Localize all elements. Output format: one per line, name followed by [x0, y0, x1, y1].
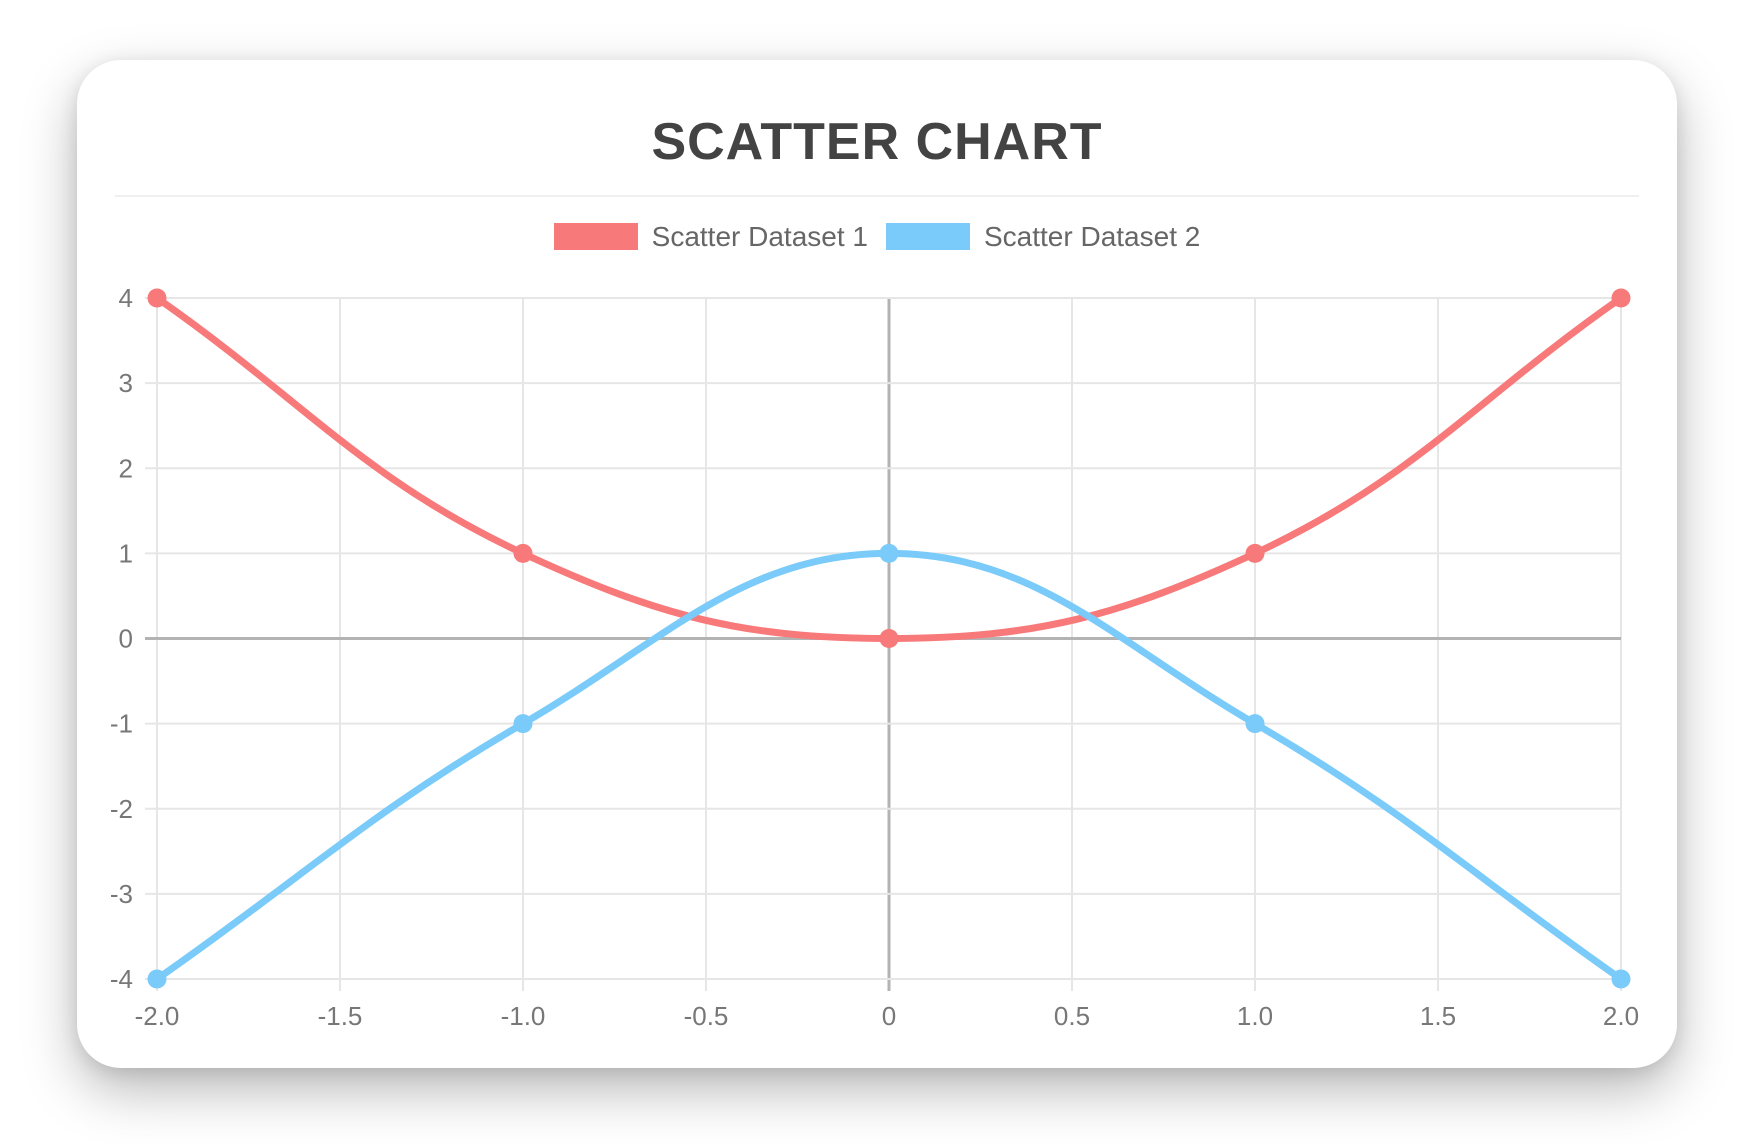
data-point-series-1[interactable]: [879, 629, 899, 648]
legend-item-dataset-2[interactable]: Scatter Dataset 2: [886, 221, 1201, 252]
data-point-series-1[interactable]: [513, 543, 533, 563]
y-axis-tick-label: -4: [110, 964, 133, 994]
chart-legend: Scatter Dataset 1 Scatter Dataset 2: [77, 221, 1677, 252]
legend-swatch-dataset-1: [553, 223, 638, 250]
data-point-series-1[interactable]: [147, 288, 167, 308]
data-point-series-2[interactable]: [1611, 969, 1631, 989]
chart-title: SCATTER CHART: [651, 113, 1103, 171]
x-axis-tick-label: -1.0: [501, 1001, 546, 1031]
x-axis-tick-label: 1.0: [1237, 1001, 1273, 1031]
y-axis-tick-label: 2: [119, 453, 133, 483]
x-axis-tick-label: 2.0: [1603, 1001, 1639, 1031]
y-axis-tick-label: 4: [119, 283, 133, 313]
x-axis-tick-label: -1.5: [318, 1001, 363, 1031]
data-point-series-2[interactable]: [1245, 714, 1265, 734]
y-axis-tick-label: 0: [119, 624, 133, 654]
data-point-series-2[interactable]: [147, 969, 167, 989]
x-axis-tick-label: -0.5: [684, 1001, 729, 1031]
y-axis-tick-label: -3: [110, 879, 133, 909]
title-divider: [115, 195, 1639, 197]
chart-area: -2.0 -1.5 -1.0 -0.5 0 0.5 1.0 1.5 2.0 4 3 2 1 0 -1 -2 -3…: [77, 260, 1677, 1050]
x-axis-tick-label: 0.5: [1054, 1001, 1090, 1031]
legend-swatch-dataset-2: [886, 223, 970, 250]
x-axis-tick-label: 1.5: [1420, 1001, 1456, 1031]
scatter-chart-canvas[interactable]: -2.0 -1.5 -1.0 -0.5 0 0.5 1.0 1.5 2.0 4 3 2 1 0 -1 -2 -3…: [77, 260, 1677, 1050]
data-point-series-1[interactable]: [1245, 543, 1265, 563]
x-axis-tick-label: 0: [882, 1001, 896, 1031]
data-point-series-2[interactable]: [513, 714, 533, 734]
y-axis-tick-label: -2: [110, 794, 133, 824]
data-point-series-2[interactable]: [879, 543, 899, 563]
legend-label-dataset-1: Scatter Dataset 1: [651, 221, 868, 252]
legend-item-dataset-1[interactable]: Scatter Dataset 1: [553, 221, 868, 252]
chart-card: SCATTER CHART Scatter Dataset 1 Scatter …: [77, 60, 1677, 1068]
y-axis-tick-label: 3: [119, 368, 133, 398]
x-axis-tick-label: -2.0: [135, 1001, 180, 1031]
data-point-series-1[interactable]: [1611, 288, 1631, 308]
y-axis-tick-label: 1: [119, 538, 133, 568]
legend-label-dataset-2: Scatter Dataset 2: [984, 221, 1201, 252]
y-axis-tick-label: -1: [110, 709, 133, 739]
